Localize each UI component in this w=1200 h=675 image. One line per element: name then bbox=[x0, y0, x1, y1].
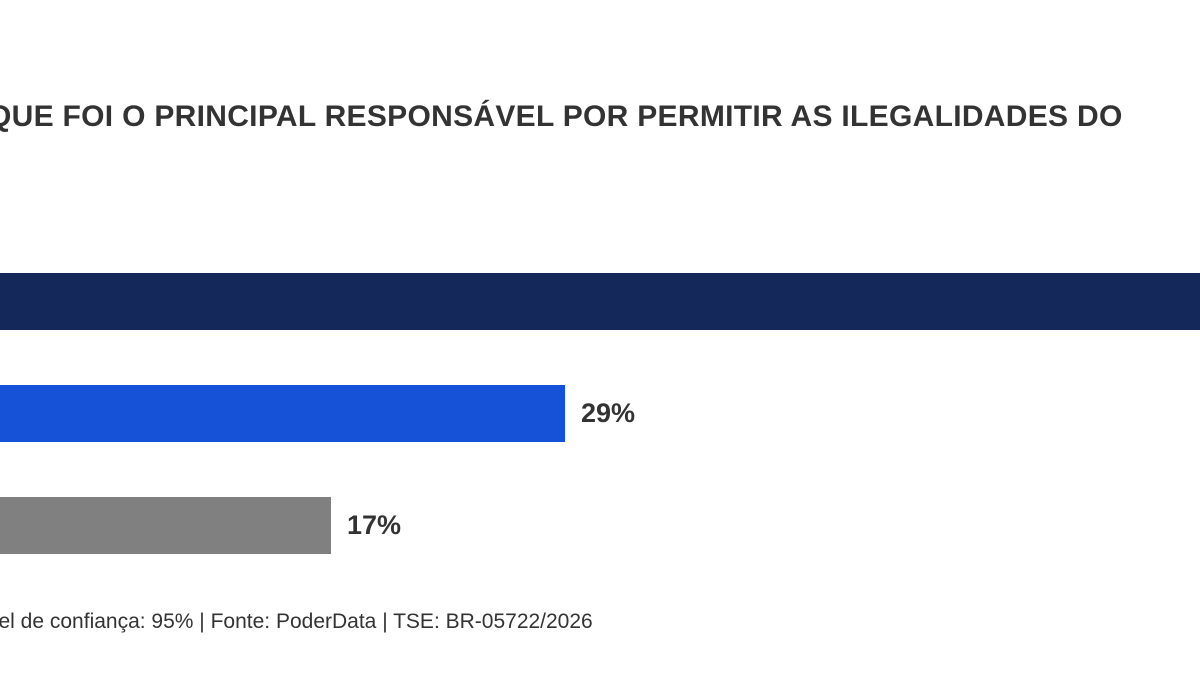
bar-value-label: 17% bbox=[347, 510, 402, 540]
chart-title: QUE FOI O PRINCIPAL RESPONSÁVEL POR PERM… bbox=[0, 100, 1123, 133]
bar-row: 17% bbox=[0, 497, 1200, 554]
bar-row bbox=[0, 273, 1200, 330]
bar-row: 29% bbox=[0, 385, 1200, 442]
bar-value-label: 29% bbox=[581, 398, 636, 428]
bar bbox=[0, 497, 331, 554]
footer-source-note: vel de confiança: 95% | Fonte: PoderData… bbox=[0, 610, 593, 633]
bar bbox=[0, 385, 565, 442]
bar bbox=[0, 273, 1200, 330]
